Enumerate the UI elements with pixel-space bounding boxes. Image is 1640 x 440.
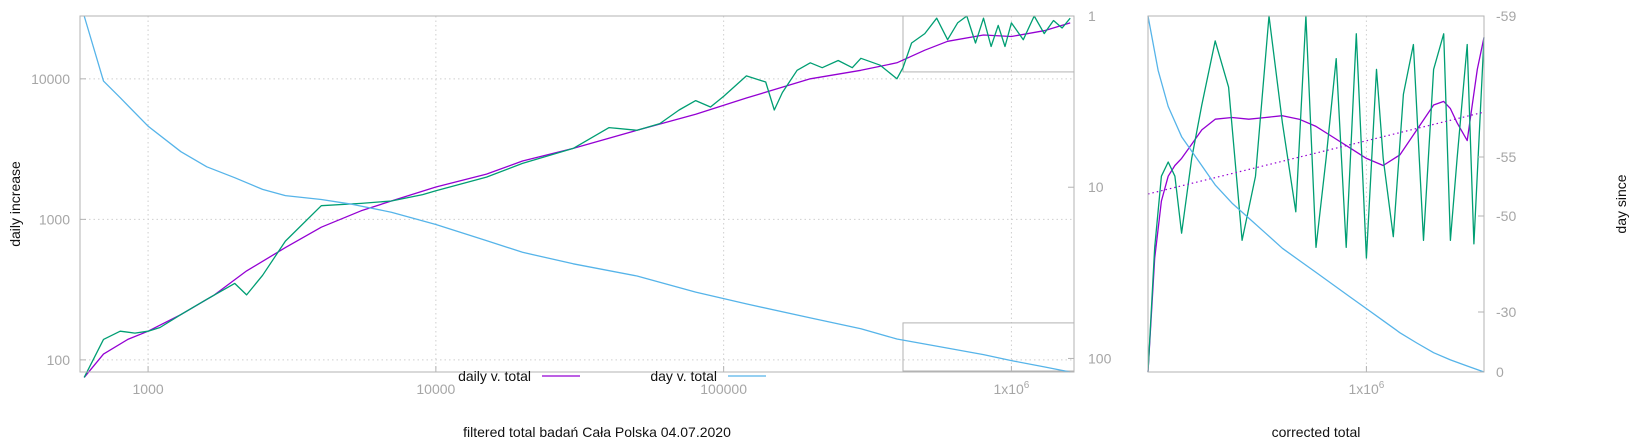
left-x-axis-label: filtered total badań Cała Polska 04.07.2… <box>463 424 731 440</box>
left-plot-grid <box>80 16 1074 372</box>
x-tick-label: 1000 <box>133 381 164 397</box>
series-corrected-raw <box>1147 15 1485 373</box>
x-tick-label: 1x106 <box>1348 380 1384 397</box>
y2-tick-label: -50 <box>1496 208 1516 224</box>
y2-tick-label: 10 <box>1088 179 1104 195</box>
y2-tick-label: 0 <box>1496 364 1504 380</box>
zoom-box-lower <box>902 322 1075 372</box>
zoom-box-upper <box>902 15 1075 73</box>
x-tick-label: 10000 <box>416 381 455 397</box>
left-plot-ticks: 1000 10000 100000 1x106 100 1000 10000 1 10 100 <box>31 8 1112 397</box>
left-plot-frame <box>79 15 1075 373</box>
right-plot-ticks: 1x106 -59 -55 -50 -30 0 <box>1348 8 1516 397</box>
left-plot-series <box>83 15 1071 378</box>
series-daily-v-total <box>83 22 1071 378</box>
left-plot-zoom-indicators <box>902 15 1075 372</box>
x-tick-label: 1x106 <box>993 380 1029 397</box>
legend-label-day-v-total: day v. total <box>650 368 717 384</box>
series-corrected-day <box>1147 15 1485 373</box>
y2-tick-label: 100 <box>1088 350 1112 366</box>
y2-tick-label: -30 <box>1496 304 1516 320</box>
right-x-axis-label: corrected total <box>1272 424 1361 440</box>
y-tick-label: 100 <box>47 352 71 368</box>
right-plot-frame <box>1147 15 1485 373</box>
x-tick-label: 100000 <box>700 381 747 397</box>
right-plot-series <box>1147 15 1485 373</box>
legend: daily v. total day v. total <box>458 368 766 384</box>
y2-tick-label: -55 <box>1496 149 1516 165</box>
y2-tick-label: -59 <box>1496 8 1516 24</box>
series-corrected-fit <box>1147 37 1485 373</box>
plot-frames <box>79 15 1485 373</box>
y2-tick-label: 1 <box>1088 8 1096 24</box>
left-y-axis-label: daily increase <box>7 161 23 247</box>
right-y2-axis-label: day since <box>1613 174 1629 233</box>
y-tick-label: 10000 <box>31 71 70 87</box>
series-raw-daily-increase <box>83 15 1071 378</box>
legend-label-daily-v-total: daily v. total <box>458 368 531 384</box>
y-tick-label: 1000 <box>39 211 70 227</box>
series-trend-dotted <box>1147 111 1485 195</box>
series-day-v-total <box>83 15 1071 373</box>
